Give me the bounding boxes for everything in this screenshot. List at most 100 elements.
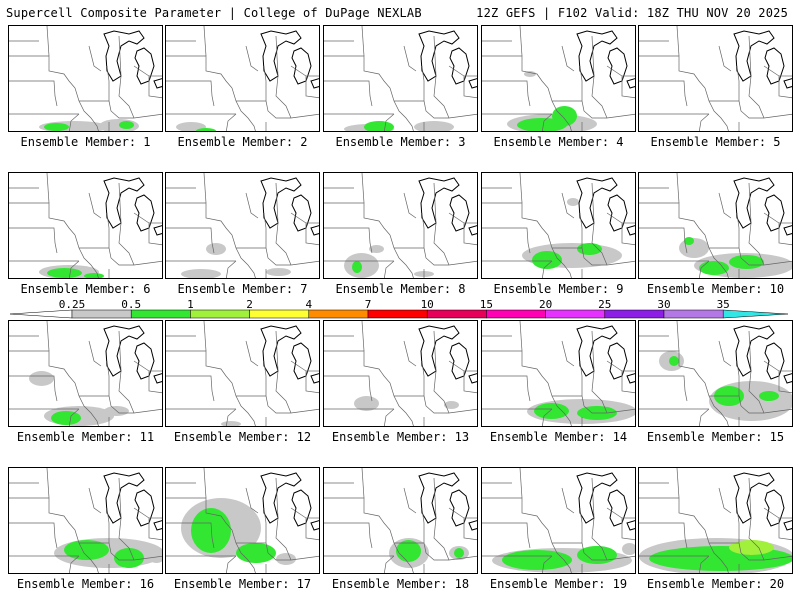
colorbar-segment [604,309,665,319]
state-border [433,182,450,266]
state-border [423,100,449,119]
scp-contour [196,128,216,131]
state-border [394,507,425,544]
state-border [88,487,102,514]
ensemble-member-label: Ensemble Member: 6 [20,282,151,296]
great-lakes-outline [103,30,162,89]
map-canvas [166,321,319,426]
great-lakes-outline [418,30,477,89]
state-border [203,173,207,204]
state-border [448,212,477,246]
ensemble-map-12 [165,320,320,427]
great-lakes-outline [576,325,635,384]
state-border [561,192,575,219]
state-border [639,522,688,549]
state-border [383,260,395,278]
state-border [448,555,477,561]
state-border [118,477,135,561]
state-border [9,202,76,236]
state-border [763,360,792,394]
state-border [552,212,583,249]
state-border [265,542,291,561]
state-border [639,202,706,236]
scp-contour [759,391,779,401]
great-lakes-outline [576,30,635,89]
ensemble-map-13 [323,320,478,427]
state-border [748,330,765,414]
state-border [639,80,688,107]
run-info: 12Z GEFS | F102 Valid: 18Z THU NOV 20 20… [476,6,788,20]
ensemble-member-label: Ensemble Member: 12 [173,430,312,444]
state-border [709,507,740,544]
scp-contour [534,403,569,419]
state-border [74,234,99,278]
great-lakes-outline [418,177,477,236]
state-border [133,360,162,394]
scp-contour [221,421,241,426]
state-border [133,65,162,99]
state-border [448,408,477,414]
state-border [676,321,680,352]
state-border [394,65,425,102]
state-border [519,173,523,204]
state-border [541,555,553,573]
great-lakes-outline [576,472,635,531]
state-border [79,360,110,397]
state-border [79,65,110,102]
state-border [74,87,99,131]
state-border [275,182,292,266]
state-border [133,260,162,266]
colorbar-right-arrow [722,309,789,319]
state-border [403,340,417,367]
state-border [133,408,162,414]
state-border [383,408,395,426]
great-lakes-outline [260,30,319,89]
state-border [763,212,792,246]
state-border [361,321,365,352]
scp-contour [684,237,694,245]
state-border [324,55,391,89]
map-canvas [324,173,477,278]
state-border [448,260,477,266]
ensemble-member-label: Ensemble Member: 4 [493,135,624,149]
state-border [433,477,450,561]
ensemble-map-19 [481,467,636,574]
state-border [133,507,162,541]
great-lakes-outline [733,325,792,384]
state-border [9,350,76,384]
state-border [290,212,319,246]
state-border [108,247,134,266]
colorbar-segment [249,309,310,319]
state-border [433,330,450,414]
colorbar-segment [308,309,369,319]
scp-contour [622,543,635,555]
state-border [448,360,477,394]
scp-contour [352,261,362,273]
state-border [74,529,99,573]
state-border [225,555,237,573]
state-border [482,80,531,107]
state-border [606,212,635,246]
state-border [236,65,267,102]
state-border [236,360,267,397]
state-border [361,173,365,204]
state-border [324,80,373,107]
state-border [389,234,414,278]
map-canvas [166,468,319,573]
state-border [639,350,706,384]
ensemble-member-label: Ensemble Member: 14 [489,430,628,444]
state-border [581,542,607,561]
map-canvas [324,468,477,573]
scp-contour [524,71,536,77]
great-lakes-outline [733,177,792,236]
colorbar-segment [663,309,724,319]
state-border [118,35,135,119]
state-border [606,555,635,561]
scp-contour [47,268,82,278]
ensemble-map-18 [323,467,478,574]
state-border [245,192,259,219]
ensemble-member-label: Ensemble Member: 18 [331,577,470,591]
state-border [738,100,764,119]
state-border [389,529,414,573]
scp-contour [577,243,602,255]
